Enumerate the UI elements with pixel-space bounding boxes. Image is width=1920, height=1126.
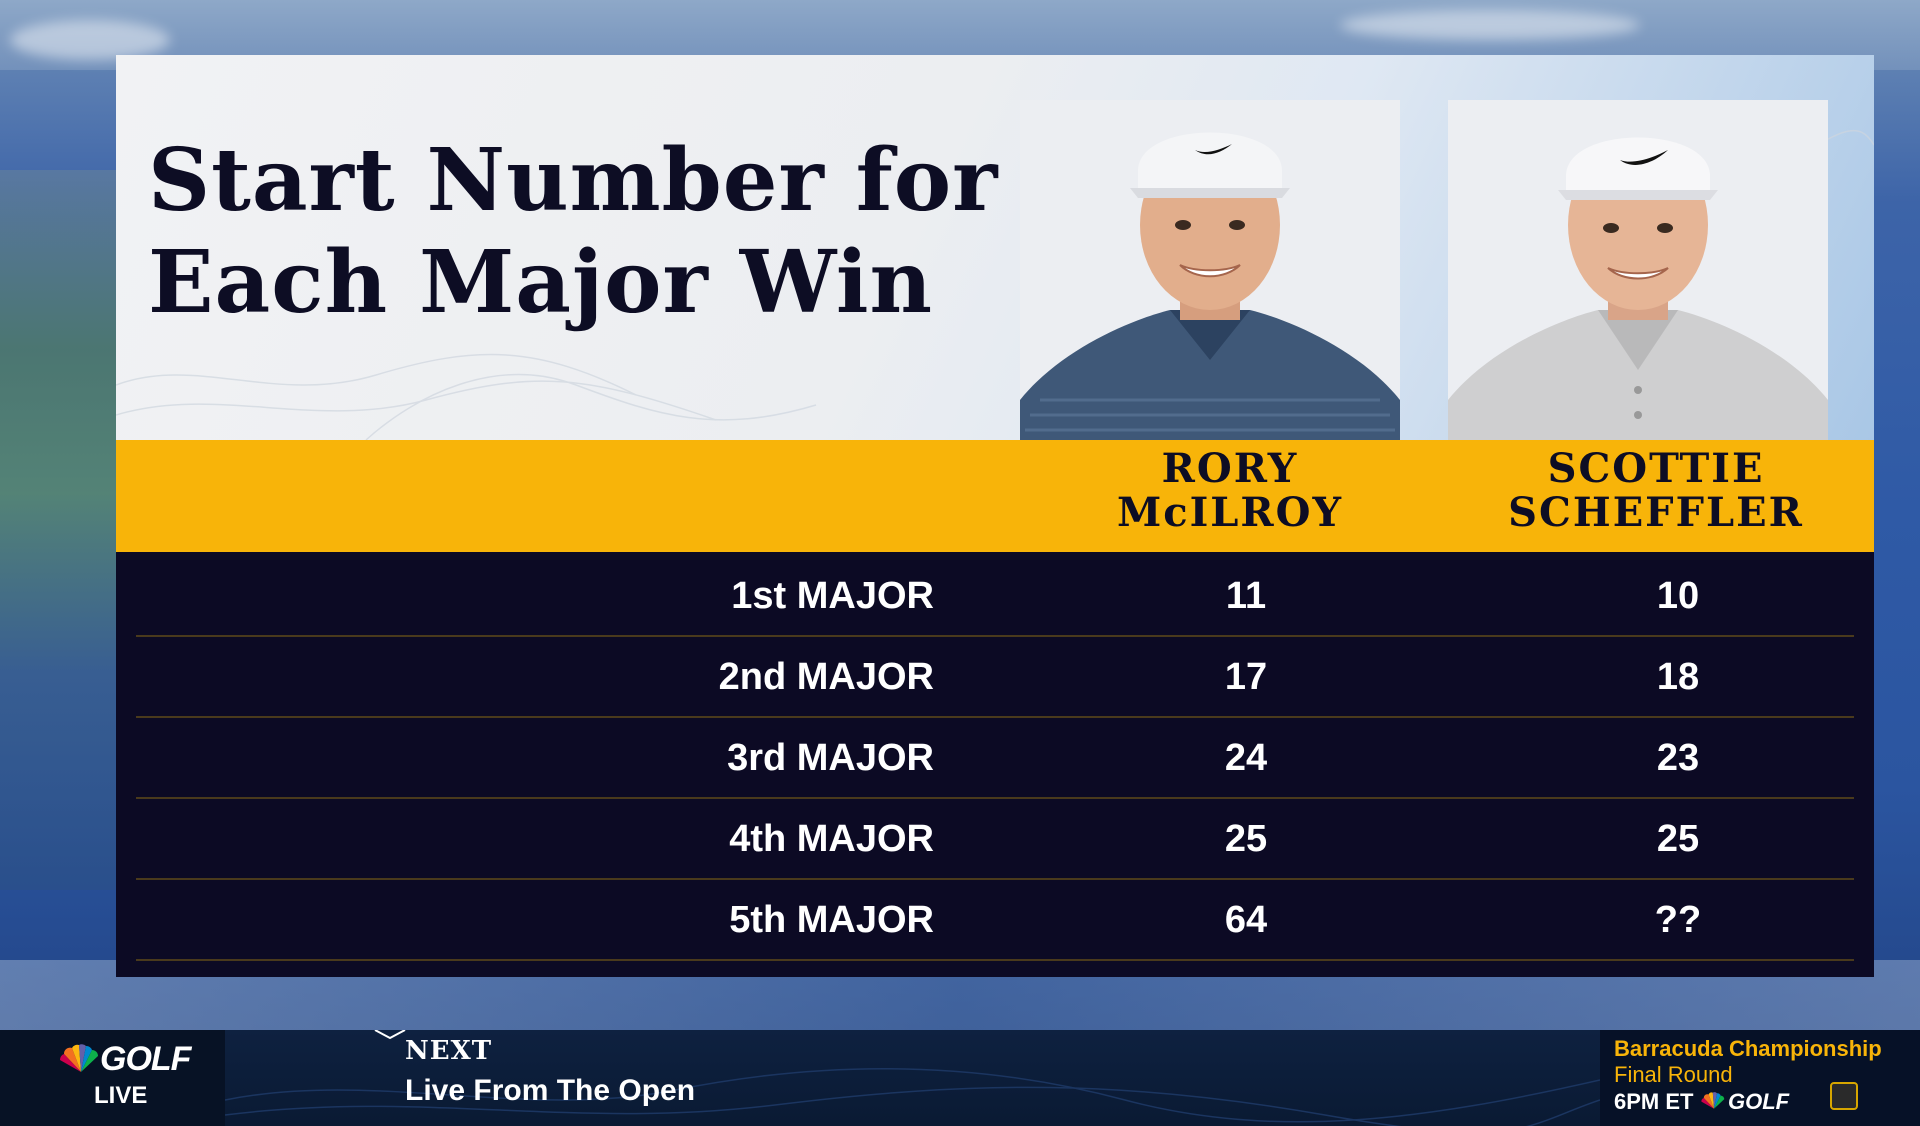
graphic-title: Start Number for Each Major Win [148,130,1048,334]
player-photo-scottie-scheffler [1448,100,1828,440]
player-photo-rory-mcilroy [1020,100,1400,440]
table-row: 5th MAJOR 64 ?? [136,880,1854,961]
background-cloud [10,20,170,60]
player-first-name: SCOTTIE [1547,445,1765,492]
next-label: NEXT [405,1036,493,1066]
scottie-value: 18 [1656,656,1700,698]
peacock-icon [1701,1092,1725,1109]
upcoming-network-name: GOLF [1728,1089,1790,1114]
row-label: 4th MAJOR [729,818,934,860]
player-headshot-icon [1020,100,1400,440]
graphic-header: Start Number for Each Major Win [116,55,1874,440]
rory-value: 17 [1224,656,1268,698]
upcoming-event-name: Barracuda Championship [1614,1036,1882,1061]
upcoming-event-round: Final Round [1614,1062,1733,1087]
table-row: 2nd MAJOR 17 18 [136,637,1854,718]
player-name-rory: RORY McILROY [1030,447,1430,535]
player-name-bar [116,440,1874,552]
scottie-value: 23 [1656,737,1700,779]
ticker-contour-pattern [225,1030,1600,1126]
rory-value: 64 [1224,899,1268,941]
live-label: LIVE [94,1082,148,1109]
table-row: 4th MAJOR 25 25 [136,799,1854,880]
background-cloud [1340,10,1640,40]
major-start-table: 1st MAJOR 11 10 2nd MAJOR 17 18 3rd MAJO… [116,552,1874,977]
player-last-name: SCHEFFLER [1508,489,1804,536]
row-label: 2nd MAJOR [718,656,934,698]
scottie-value: 10 [1656,575,1700,617]
network-logo: GOLF LIVE [0,1030,225,1126]
title-line-1: Start Number for [148,130,999,231]
network-bug-icon [1830,1082,1858,1110]
player-name-scottie: SCOTTIE SCHEFFLER [1456,447,1856,535]
stats-graphic-panel: Start Number for Each Major Win [116,55,1874,977]
table-row: 3rd MAJOR 24 23 [136,718,1854,799]
next-show-title: Live From The Open [405,1074,696,1107]
player-first-name: RORY [1161,445,1299,492]
player-last-name: McILROY [1116,489,1344,536]
rory-value: 11 [1225,575,1267,617]
table-row: 1st MAJOR 11 10 [136,556,1854,637]
row-label: 5th MAJOR [729,899,934,941]
rory-value: 24 [1224,737,1268,779]
rory-value: 25 [1224,818,1268,860]
row-label: 1st MAJOR [731,575,934,617]
player-headshot-icon [1448,100,1828,440]
title-line-2: Each Major Win [148,232,934,333]
peacock-icon [59,1044,98,1072]
row-label: 3rd MAJOR [727,737,934,779]
scottie-value: ?? [1654,899,1702,941]
upcoming-event-panel: Barracuda Championship Final Round 6PM E… [1600,1030,1920,1126]
scottie-value: 25 [1656,818,1700,860]
network-name: GOLF [100,1040,191,1078]
upcoming-event-time: 6PM ET [1614,1089,1694,1114]
